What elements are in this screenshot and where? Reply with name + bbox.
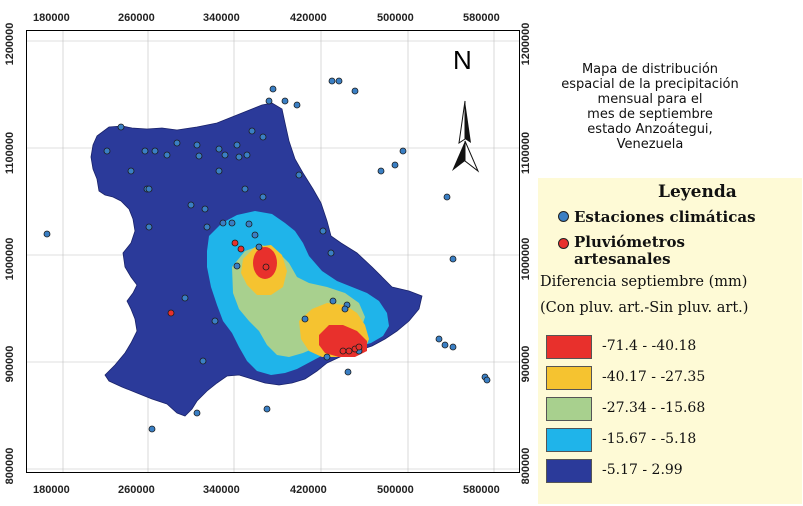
legend-title: Leyenda [658,182,737,202]
legend-variable-label: Diferencia septiembre (mm) [540,274,748,290]
legend-class-label: -71.4 - -40.18 [602,338,697,354]
legend-swatch [546,459,592,483]
x-tick-bottom: 420000 [290,484,327,496]
y-tick-right: 1200000 [520,22,532,66]
title-line: estado Anzoátegui, [587,122,713,137]
y-tick-left: 1100000 [4,131,16,175]
north-label: N [453,45,472,75]
y-tick-right: 800000 [520,447,532,485]
y-tick-left: 1000000 [4,237,16,281]
y-tick-right: 1000000 [520,237,532,281]
station-symbol [558,211,569,222]
legend-class-label: -15.67 - -5.18 [602,431,697,447]
x-tick-bottom: 580000 [463,484,500,496]
gauge-symbol [558,238,569,249]
y-tick-left: 1200000 [4,22,16,66]
y-tick-left: 900000 [4,345,16,383]
zone-red [253,247,277,279]
legend-swatch [546,428,592,452]
legend-gauges-label: Pluviómetros [574,233,685,251]
x-tick-top: 500000 [377,12,414,24]
map-grid [27,31,519,472]
legend-class-label: -40.17 - -27.35 [602,369,706,385]
title-line: Mapa de distribución [581,62,719,77]
title-line: Venezuela [616,137,684,152]
x-tick-bottom: 260000 [118,484,155,496]
title-line: espacial de la precipitación [561,77,739,92]
x-tick-top: 580000 [463,12,500,24]
y-tick-left: 800000 [4,447,16,485]
legend-gauges-label-2: artesanales [574,250,671,268]
legend-class-label: -5.17 - 2.99 [602,462,683,478]
legend-panel: Leyenda Estaciones climáticas Pluviómetr… [538,178,802,504]
map-title: Mapa de distribución espacial de la prec… [540,62,760,152]
y-tick-right: 1100000 [520,131,532,175]
x-tick-bottom: 500000 [377,484,414,496]
station-points [43,77,491,433]
x-tick-top: 260000 [118,12,155,24]
north-arrow-icon [452,100,480,173]
legend-variable-sub: (Con pluv. art.-Sin pluv. art.) [540,300,749,316]
title-line: mensual para el [597,92,703,107]
x-tick-bottom: 180000 [33,484,70,496]
x-tick-top: 340000 [203,12,240,24]
legend-swatch [546,366,592,390]
x-tick-top: 420000 [290,12,327,24]
title-line: mes de septiembre [587,107,713,122]
x-tick-top: 180000 [33,12,70,24]
legend-class-label: -27.34 - -15.68 [602,400,706,416]
legend-swatch [546,335,592,359]
map-svg [27,31,519,472]
y-tick-right: 900000 [520,345,532,383]
gauge-points [167,239,363,355]
legend-stations-label: Estaciones climáticas [574,208,756,226]
x-tick-bottom: 340000 [203,484,240,496]
map-frame: N [26,30,520,473]
legend-swatch [546,397,592,421]
